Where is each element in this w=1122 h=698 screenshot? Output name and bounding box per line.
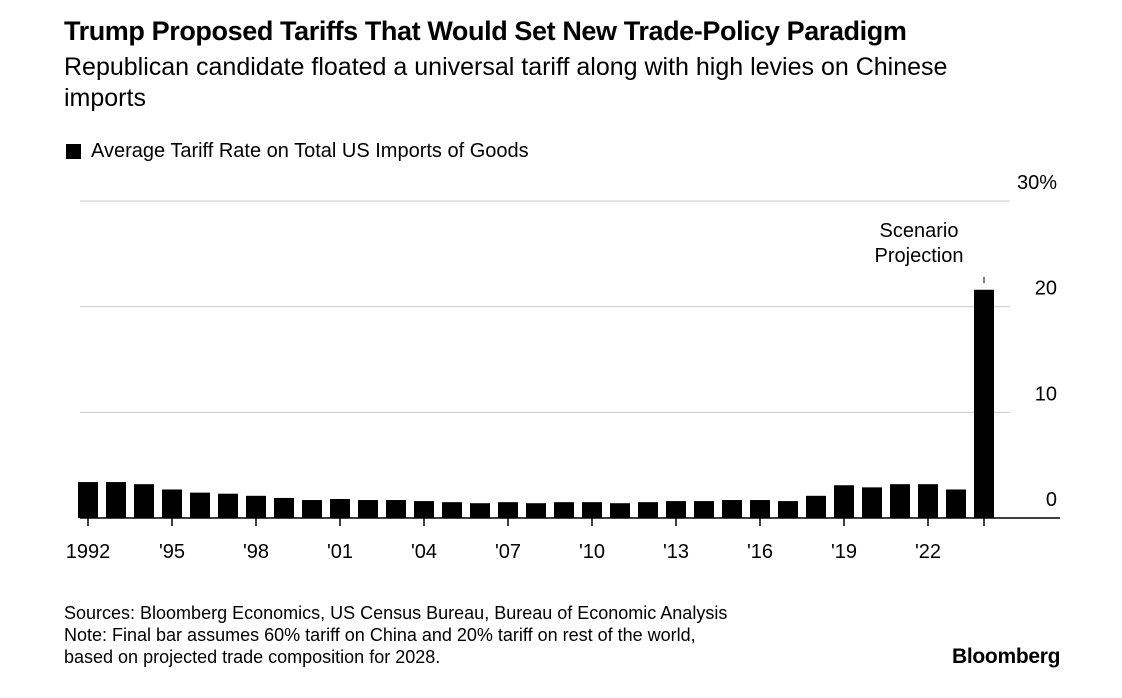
x-tick-label: 1992 xyxy=(66,541,111,563)
y-tick-label: 30% xyxy=(1017,172,1057,194)
bar-2021 xyxy=(890,484,910,518)
x-tick-label: '22 xyxy=(915,541,941,563)
bar-2016 xyxy=(750,500,770,518)
footer: Sources: Bloomberg Economics, US Census … xyxy=(64,602,727,668)
bar-2005 xyxy=(442,502,462,518)
x-tick-label: '13 xyxy=(663,541,689,563)
bar-1995 xyxy=(162,489,182,518)
y-tick-label: 20 xyxy=(1035,278,1057,300)
bar-1999 xyxy=(274,497,294,518)
bar-2020 xyxy=(862,487,882,518)
bar-2012 xyxy=(638,502,658,518)
x-tick-label: '19 xyxy=(831,541,857,563)
legend: Average Tariff Rate on Total US Imports … xyxy=(66,140,529,163)
bar-2015 xyxy=(722,500,742,518)
bar-1994 xyxy=(134,484,154,518)
bar-2001 xyxy=(330,498,350,518)
annotation-line-1: Scenario xyxy=(880,220,959,242)
sources-text: Sources: Bloomberg Economics, US Census … xyxy=(64,603,728,623)
bar-2019 xyxy=(834,485,854,518)
bar-1992 xyxy=(78,482,98,518)
bar-1998 xyxy=(246,495,266,518)
bar-2000 xyxy=(302,500,322,518)
x-tick-label: '10 xyxy=(579,541,605,563)
chart-title: Trump Proposed Tariffs That Would Set Ne… xyxy=(64,16,907,46)
bar-2007 xyxy=(498,502,518,518)
bar-2011 xyxy=(610,503,630,518)
bar-2022 xyxy=(918,484,938,518)
bar-2017 xyxy=(778,501,798,518)
bar-2018 xyxy=(806,495,826,518)
x-tick-label: '95 xyxy=(159,541,185,563)
bar-2014 xyxy=(694,501,714,518)
bar-2003 xyxy=(386,500,406,518)
annotation-line-2: Projection xyxy=(875,245,964,267)
x-tick-label: '07 xyxy=(495,541,521,563)
x-tick-label: '04 xyxy=(411,541,437,563)
bar-2002 xyxy=(358,500,378,518)
x-tick-label: '01 xyxy=(327,541,353,563)
bar-1997 xyxy=(218,493,238,518)
bar-2008 xyxy=(526,503,546,518)
bar-2010 xyxy=(582,502,602,518)
x-tick-label: '98 xyxy=(243,541,269,563)
bloomberg-logo: Bloomberg xyxy=(952,645,1061,668)
chart-subtitle: Republican candidate floated a universal… xyxy=(64,53,948,112)
note-text-2: based on projected trade composition for… xyxy=(64,647,441,667)
y-tick-label: 0 xyxy=(1046,489,1057,511)
bar-1996 xyxy=(190,492,210,518)
bar-2009 xyxy=(554,502,574,518)
note-text-1: Note: Final bar assumes 60% tariff on Ch… xyxy=(64,625,696,645)
x-tick-label: '16 xyxy=(747,541,773,563)
bar-2004 xyxy=(414,501,434,518)
bar-2023 xyxy=(946,489,966,518)
legend-swatch xyxy=(66,144,81,159)
bar-scenario-projection xyxy=(974,289,994,518)
legend-label: Average Tariff Rate on Total US Imports … xyxy=(91,140,529,162)
y-tick-label: 10 xyxy=(1035,383,1057,405)
bar-2013 xyxy=(666,501,686,518)
bar-1993 xyxy=(106,482,126,518)
bar-2006 xyxy=(470,503,490,518)
